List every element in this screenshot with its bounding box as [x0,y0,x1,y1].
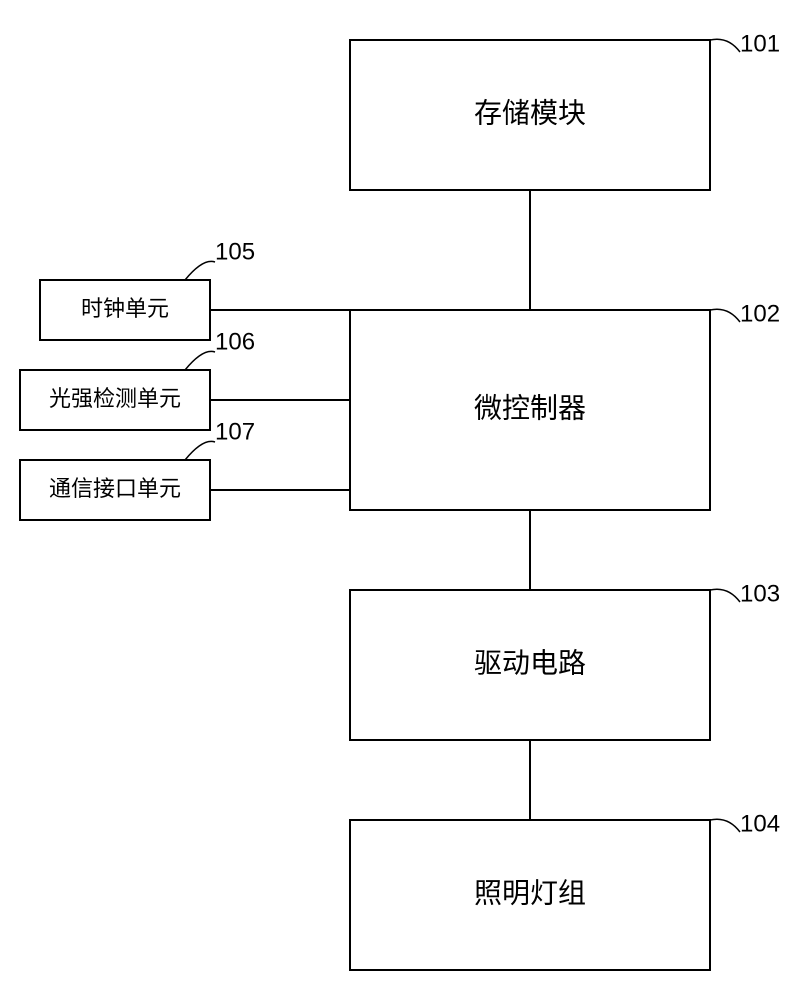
block-n105: 时钟单元 105 [40,238,255,340]
block-label: 通信接口单元 [49,476,181,501]
ref-number: 107 [215,418,255,445]
block-label: 光强检测单元 [49,386,181,411]
ref-leader [185,261,215,280]
block-n107: 通信接口单元 107 [20,418,255,520]
ref-number: 102 [740,300,780,327]
block-n103: 驱动电路 103 [350,580,780,740]
ref-number: 104 [740,810,780,837]
block-label: 时钟单元 [81,296,169,321]
ref-number: 103 [740,580,780,607]
block-n102: 微控制器 102 [350,300,780,510]
ref-leader [710,589,740,602]
ref-number: 105 [215,238,255,265]
block-n104: 照明灯组 104 [350,810,780,970]
ref-leader [185,351,215,370]
block-label: 驱动电路 [474,647,586,678]
block-label: 照明灯组 [474,877,586,908]
block-diagram: 存储模块 101 微控制器 102 驱动电路 103 照明灯组 104 时钟单元 105 光强检测单… [0,0,811,1000]
ref-leader [710,309,740,322]
ref-number: 101 [740,30,780,57]
block-label: 微控制器 [474,392,586,423]
block-n101: 存储模块 101 [350,30,780,190]
block-n106: 光强检测单元 106 [20,328,255,430]
block-label: 存储模块 [474,97,586,128]
ref-leader [710,819,740,832]
ref-leader [710,39,740,52]
ref-leader [185,441,215,460]
ref-number: 106 [215,328,255,355]
